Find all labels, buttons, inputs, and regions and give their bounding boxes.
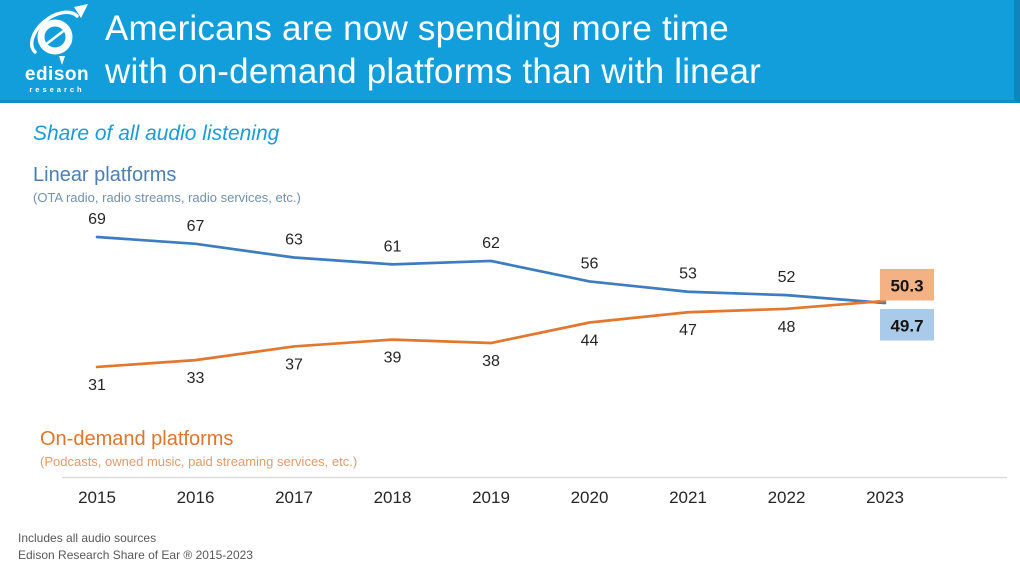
x-axis-label: 2017 — [275, 488, 313, 507]
chart-subtitle: Share of all audio listening — [33, 122, 280, 145]
x-axis-label: 2016 — [177, 488, 215, 507]
on-demand-platforms-data-label: 37 — [285, 356, 303, 373]
x-axis-label: 2021 — [669, 488, 707, 507]
on-demand-platforms-title: On-demand platforms — [40, 428, 234, 450]
linear-platforms-data-label: 67 — [187, 218, 205, 235]
x-axis-label: 2023 — [866, 488, 904, 507]
x-axis-label: 2020 — [571, 488, 609, 507]
x-axis-label: 2019 — [472, 488, 510, 507]
linear-platforms-title: Linear platforms — [33, 164, 177, 186]
on-demand-platforms-line — [95, 299, 887, 369]
linear-platforms-data-label: 52 — [778, 269, 796, 286]
footnote-copyright: Edison Research Share of Ear ® 2015-2023 — [18, 547, 253, 562]
footnote-sources: Includes all audio sources — [18, 531, 157, 545]
linear-platforms-final-value-box — [880, 309, 934, 341]
on-demand-platforms-data-label: 44 — [581, 333, 599, 350]
header-banner: edison research Americans are now spendi… — [0, 0, 1020, 103]
linear-platforms-data-label: 69 — [88, 211, 106, 228]
on-demand-platforms-data-label: 48 — [778, 319, 796, 336]
logo-wordmark: edison — [24, 64, 90, 85]
linear-platforms-line — [95, 235, 887, 305]
linear-platforms-data-label: 53 — [679, 266, 697, 283]
linear-platforms-legend: Linear platforms (OTA radio, radio strea… — [33, 164, 301, 205]
title-line-2: with on-demand platforms than with linea… — [105, 52, 762, 91]
x-axis-label: 2015 — [78, 488, 116, 507]
logo-wordmark-sub: research — [29, 85, 85, 94]
linear-platforms-data-label: 63 — [285, 232, 303, 249]
x-axis-label: 2022 — [768, 488, 806, 507]
x-axis-label: 2018 — [374, 488, 412, 507]
edison-rocket-orbit-icon — [30, 4, 88, 65]
on-demand-platforms-legend: On-demand platforms (Podcasts, owned mus… — [40, 428, 357, 469]
linear-platforms-final-value-label: 49.7 — [890, 317, 923, 336]
on-demand-platforms-data-label: 31 — [88, 377, 106, 394]
edison-research-logo: edison research — [14, 4, 100, 94]
linear-platforms-data-label: 61 — [384, 238, 402, 255]
title-line-1: Americans are now spending more time — [105, 9, 729, 48]
on-demand-platforms-data-label: 39 — [384, 350, 402, 367]
on-demand-platforms-final-value-label: 50.3 — [890, 276, 923, 295]
on-demand-platforms-subtitle: (Podcasts, owned music, paid streaming s… — [40, 454, 358, 469]
footer: Includes all audio sources Edison Resear… — [18, 530, 253, 563]
on-demand-platforms-final-value-box — [880, 268, 934, 301]
on-demand-platforms-data-label: 33 — [187, 370, 205, 387]
linear-platforms-data-label: 62 — [482, 235, 500, 252]
on-demand-platforms-data-label: 47 — [679, 322, 697, 339]
on-demand-platforms-data-label: 38 — [482, 353, 500, 370]
slide-title: Americans are now spending more time wit… — [105, 7, 761, 93]
linear-platforms-data-label: 56 — [581, 255, 599, 272]
linear-platforms-subtitle: (OTA radio, radio streams, radio service… — [33, 190, 301, 205]
